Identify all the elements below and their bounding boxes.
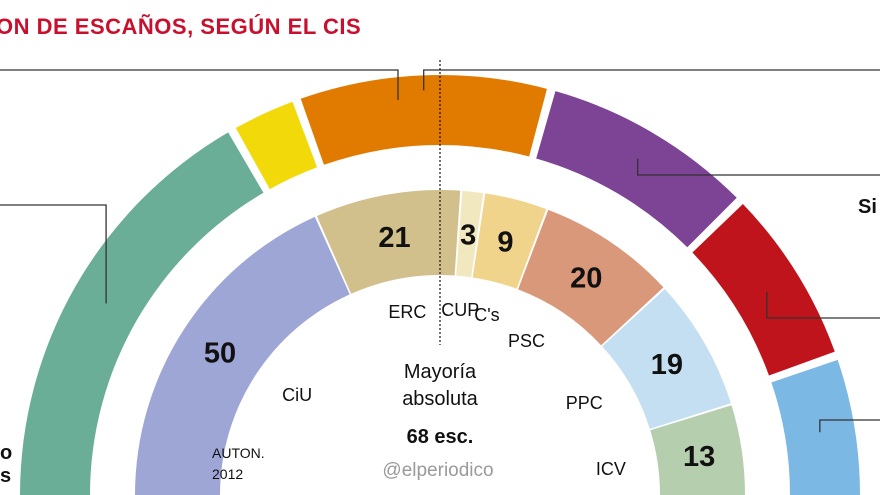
- outer-ring-segment: [692, 204, 835, 376]
- inner-party-label: CUP: [441, 300, 479, 320]
- inner-value-label: 9: [497, 226, 513, 258]
- left-cut-label-1: o: [0, 442, 12, 464]
- outer-ring-segment: [300, 75, 547, 165]
- majority-seats: 68 esc.: [407, 426, 474, 448]
- outer-leader-lines: [0, 69, 880, 433]
- inner-party-label: ICV: [596, 459, 626, 479]
- inner-caption-line1: AUTON.: [212, 445, 265, 461]
- outer-ring-segment: [20, 132, 264, 495]
- leader-line: [766, 291, 880, 319]
- inner-ring-segment: [602, 288, 731, 429]
- outer-ring-segment: [235, 101, 318, 190]
- inner-ring-segment: [650, 405, 745, 495]
- inner-ring-segment: [135, 216, 350, 495]
- inner-party-label: PSC: [508, 331, 545, 351]
- leader-line: [423, 69, 880, 91]
- left-cut-label-2: s: [0, 465, 11, 487]
- leader-line: [819, 419, 880, 433]
- leader-line: [637, 158, 880, 176]
- inner-value-label: 21: [378, 222, 410, 254]
- inner-value-label: 20: [570, 263, 602, 295]
- credit: @elperiodico: [382, 460, 493, 481]
- outer-ring: [20, 75, 860, 495]
- outer-ring-segment: [536, 91, 737, 248]
- inner-party-label: ERC: [388, 302, 426, 322]
- inner-ring-segment: [472, 193, 547, 289]
- inner-ring-segment: [316, 190, 461, 294]
- inner-value-label: 19: [651, 349, 683, 381]
- inner-ring-segment: [456, 190, 484, 278]
- inner-value-label: 13: [683, 441, 715, 473]
- inner-ring-segment: [518, 209, 664, 346]
- inner-value-labels: 50 21 3 9 20 19 13: [204, 220, 715, 474]
- majority-line1: Mayoría: [404, 361, 477, 383]
- inner-value-label: 3: [460, 220, 476, 252]
- outer-ring-segment: [771, 359, 860, 495]
- inner-party-label: C's: [474, 305, 499, 325]
- inner-value-label: 50: [204, 338, 236, 370]
- chart-title: ON DE ESCAÑOS, SEGÚN EL CIS: [0, 14, 362, 39]
- inner-party-label: PPC: [566, 393, 603, 413]
- inner-ring: [135, 190, 745, 495]
- leader-line: [0, 204, 107, 304]
- leader-line: [0, 69, 399, 100]
- outer-cut-label: Si: [858, 196, 877, 218]
- majority-line2: absoluta: [402, 388, 478, 410]
- inner-party-label: CiU: [282, 385, 312, 405]
- inner-caption-line2: 2012: [212, 466, 243, 482]
